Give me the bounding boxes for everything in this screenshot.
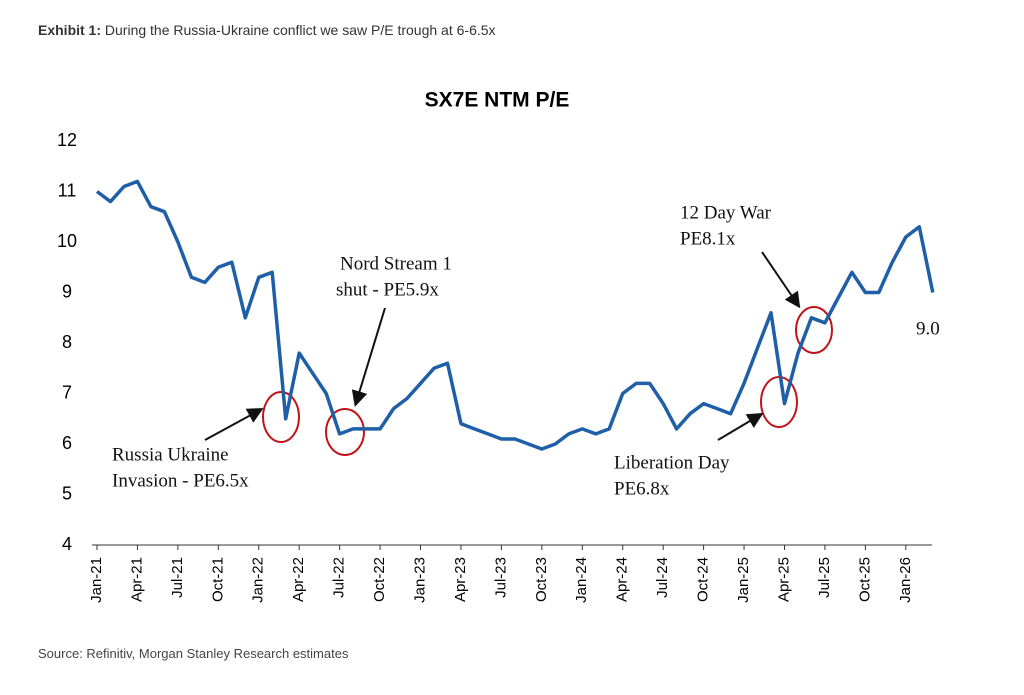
- x-tick-label: Apr-25: [775, 557, 792, 602]
- y-tick-label: 12: [57, 130, 77, 150]
- x-tick-label: Oct-23: [533, 557, 550, 602]
- y-tick-label: 7: [62, 382, 72, 402]
- source: Source: Refinitiv, Morgan Stanley Resear…: [38, 646, 349, 661]
- exhibit-label: Exhibit 1:: [38, 22, 102, 38]
- y-tick-label: 4: [62, 534, 72, 554]
- x-tick-label: Apr-22: [290, 557, 307, 602]
- annotation: Russia Ukraine: [112, 444, 229, 465]
- arrows: [204, 251, 801, 441]
- x-tick-label: Jan-25: [735, 557, 752, 603]
- x-tick-label: Jul-22: [331, 557, 348, 598]
- x-tick-label: Oct-25: [856, 557, 873, 602]
- x-tick-label: Jul-24: [654, 557, 671, 598]
- circle: [760, 376, 798, 428]
- x-tick-label: Jan-21: [88, 557, 105, 603]
- x-tick-label: Apr-23: [452, 557, 469, 602]
- chart-title: SX7E NTM P/E: [425, 89, 570, 112]
- arrow: [351, 307, 386, 407]
- y-tick-label: 5: [62, 483, 72, 503]
- x-tick-label: Oct-22: [371, 557, 388, 602]
- annotation: Invasion - PE6.5x: [112, 470, 249, 491]
- annotation: shut - PE5.9x: [336, 279, 439, 300]
- x-tick-label: Jan-26: [897, 557, 914, 603]
- x-tick-label: Oct-24: [695, 557, 712, 602]
- exhibit-header: Exhibit 1: During the Russia-Ukraine con…: [38, 22, 496, 38]
- x-tick-label: Jul-21: [169, 557, 186, 598]
- annotation: 9.0: [916, 318, 940, 339]
- circle: [325, 408, 365, 456]
- arrow: [717, 412, 764, 441]
- x-tick-label: Oct-21: [209, 557, 226, 602]
- y-tick-label: 6: [62, 433, 72, 453]
- x-tick-label: Jan-24: [573, 557, 590, 603]
- y-tick-label: 8: [62, 332, 72, 352]
- x-tick-label: Apr-24: [614, 557, 631, 602]
- x-tick-label: Jan-23: [411, 557, 428, 603]
- line: [95, 179, 935, 451]
- annotation: PE8.1x: [680, 228, 736, 249]
- y-tick-label: 9: [62, 281, 72, 301]
- circle: [795, 306, 833, 354]
- x-tick-label: Jul-23: [492, 557, 509, 598]
- annotation: 12 Day War: [680, 202, 772, 223]
- annotation: PE6.8x: [614, 478, 670, 499]
- circle: [262, 391, 300, 443]
- annotation: Liberation Day: [614, 452, 730, 473]
- x-tick-label: Apr-21: [128, 557, 145, 602]
- arrow: [761, 251, 801, 309]
- y-tick-label: 11: [58, 180, 77, 200]
- y-tick-label: 10: [57, 231, 77, 251]
- x-tick-label: Jan-22: [250, 557, 267, 603]
- annotation: Nord Stream 1: [340, 253, 452, 274]
- exhibit-text: During the Russia-Ukraine conflict we sa…: [104, 22, 496, 38]
- x-tick-label: Jul-25: [816, 557, 833, 598]
- arrow: [204, 408, 264, 441]
